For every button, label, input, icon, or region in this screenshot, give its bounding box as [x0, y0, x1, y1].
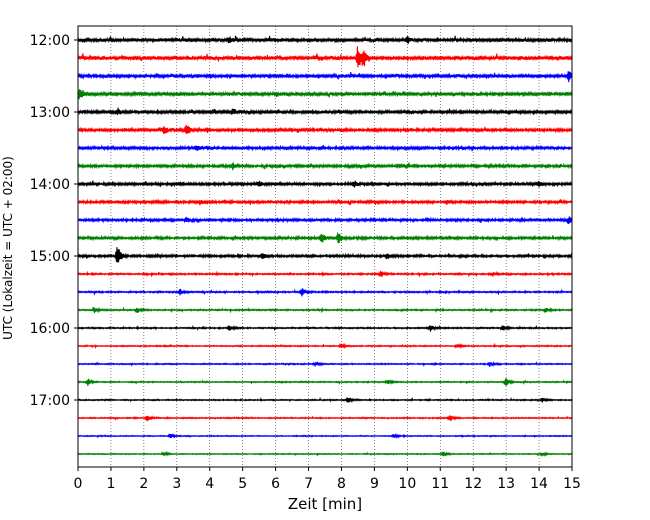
x-tick-label: 4: [205, 476, 214, 492]
trace-1300: [77, 107, 573, 116]
seismic-traces: [77, 35, 573, 458]
trace-1645: [77, 378, 573, 387]
trace-1245: [77, 89, 573, 100]
x-tick-label: 3: [172, 476, 181, 492]
x-tick-label: 8: [337, 476, 346, 492]
y-tick-label: 13:00: [30, 105, 70, 121]
trace-1515: [77, 270, 573, 278]
x-tick-label: 14: [530, 476, 548, 492]
x-tick-label: 6: [271, 476, 280, 492]
x-axis-label: Zeit [min]: [288, 495, 362, 513]
trace-1315: [77, 124, 573, 135]
y-tick-label: 15:00: [30, 249, 70, 265]
trace-1530: [77, 288, 573, 297]
x-tick-label: 13: [497, 476, 515, 492]
y-tick-label: 14:00: [30, 177, 70, 193]
x-tick-label: 1: [106, 476, 115, 492]
trace-1345: [77, 162, 573, 171]
trace-1715: [77, 415, 573, 422]
trace-1215: [77, 46, 573, 68]
y-tick-label: 16:00: [30, 321, 70, 337]
trace-1700: [77, 396, 573, 403]
x-tick-label: 11: [431, 476, 449, 492]
trace-1445: [77, 232, 573, 244]
trace-1230: [77, 71, 573, 83]
x-tick-label: 7: [304, 476, 313, 492]
trace-1745: [77, 450, 573, 458]
y-tick-label: 17:00: [30, 393, 70, 409]
trace-1600: [77, 324, 573, 332]
x-tick-label: 0: [74, 476, 83, 492]
x-tick-label: 15: [563, 476, 581, 492]
trace-1415: [77, 198, 573, 206]
x-tick-label: 10: [398, 476, 416, 492]
y-axis-label: UTC (Lokalzeit = UTC + 02:00): [1, 156, 15, 340]
trace-1330: [77, 144, 573, 152]
trace-1630: [77, 360, 573, 368]
plot-frame: [77, 25, 573, 468]
trace-1545: [77, 306, 573, 314]
trace-1730: [77, 433, 573, 439]
x-tick-label: 12: [464, 476, 482, 492]
x-axis-ticks: 0 1 2 3 4 5 6 7 8 9 10 11 12 13 14 15: [74, 467, 581, 492]
y-axis-ticks: 12:00 13:00 14:00 15:00 16:00 17:00: [30, 33, 78, 409]
trace-1500: [77, 247, 573, 263]
trace-1615: [77, 342, 573, 350]
x-tick-label: 9: [370, 476, 379, 492]
trace-1430: [77, 216, 573, 225]
trace-1400: [77, 180, 573, 188]
y-tick-label: 12:00: [30, 33, 70, 49]
x-tick-label: 5: [238, 476, 247, 492]
x-tick-label: 2: [139, 476, 148, 492]
trace-1200: [77, 35, 573, 44]
